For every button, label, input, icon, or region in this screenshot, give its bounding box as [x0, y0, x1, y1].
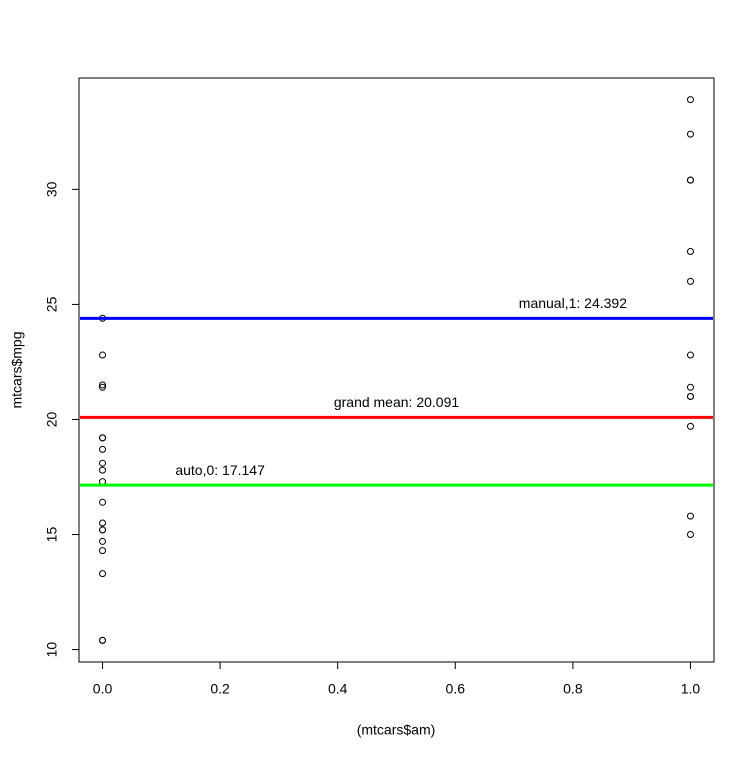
point: [99, 459, 107, 467]
point: [686, 512, 694, 520]
point: [99, 537, 107, 545]
point: [686, 247, 694, 255]
mean-label: manual,1: 24.392: [519, 295, 627, 311]
point: [686, 392, 694, 400]
point: [99, 445, 107, 453]
y-tick-label: 20: [44, 411, 60, 427]
point: [686, 383, 694, 391]
y-tick-label: 25: [44, 296, 60, 312]
x-axis-label: (mtcars$am): [357, 722, 436, 738]
x-tick-label: 1.0: [681, 681, 701, 697]
x-tick-label: 0.4: [328, 681, 348, 697]
point: [99, 381, 107, 389]
y-tick-label: 10: [44, 642, 60, 658]
mean-label: grand mean: 20.091: [334, 394, 460, 410]
y-tick-label: 15: [44, 527, 60, 543]
x-tick-label: 0.0: [93, 681, 113, 697]
point: [686, 531, 694, 539]
plot-box: [78, 77, 715, 663]
point: [99, 636, 107, 644]
point: [686, 130, 694, 138]
point: [99, 351, 107, 359]
point: [99, 570, 107, 578]
point: [99, 498, 107, 506]
y-axis-label: mtcars$mpg: [9, 331, 25, 408]
point: [99, 466, 107, 474]
x-tick-label: 0.8: [563, 681, 583, 697]
point: [99, 547, 107, 555]
x-tick-label: 0.2: [210, 681, 230, 697]
point: [686, 351, 694, 359]
y-tick-label: 30: [44, 181, 60, 197]
point: [686, 176, 694, 184]
point: [686, 277, 694, 285]
mean-label: auto,0: 17.147: [175, 462, 265, 478]
point: [99, 383, 107, 391]
x-tick-label: 0.6: [446, 681, 466, 697]
point: [686, 96, 694, 104]
point: [99, 434, 107, 442]
point: [686, 422, 694, 430]
point: [99, 526, 107, 534]
point: [99, 519, 107, 527]
